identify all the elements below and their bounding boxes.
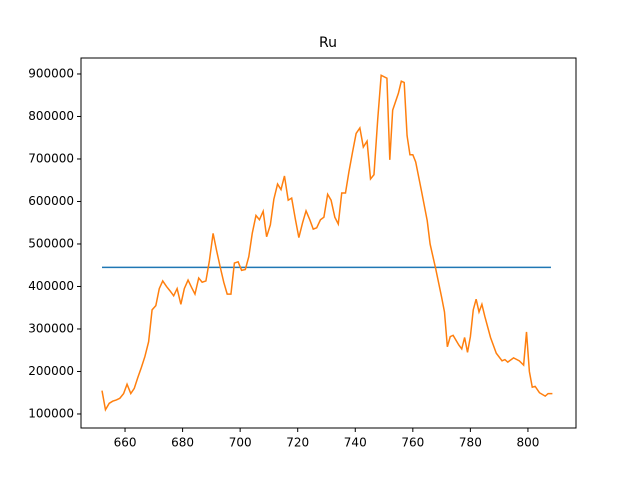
x-tick-label: 740 [344, 436, 367, 450]
x-tick-label: 760 [401, 436, 424, 450]
x-tick-label: 720 [286, 436, 309, 450]
chart-title: Ru [319, 35, 337, 51]
x-tick-label: 780 [459, 436, 482, 450]
y-tick-label: 300000 [28, 321, 74, 335]
y-tick-label: 800000 [28, 109, 74, 123]
x-tick-label: 680 [171, 436, 194, 450]
y-tick-label: 500000 [28, 236, 74, 250]
x-tick-label: 660 [114, 436, 137, 450]
y-tick-label: 200000 [28, 364, 74, 378]
x-tick-label: 700 [229, 436, 252, 450]
y-tick-label: 900000 [28, 66, 74, 80]
y-tick-label: 100000 [28, 406, 74, 420]
y-tick-label: 700000 [28, 151, 74, 165]
plot-frame [80, 57, 577, 429]
x-tick-label: 800 [516, 436, 539, 450]
y-tick-label: 400000 [28, 279, 74, 293]
data-line [101, 74, 553, 412]
y-tick-label: 600000 [28, 194, 74, 208]
